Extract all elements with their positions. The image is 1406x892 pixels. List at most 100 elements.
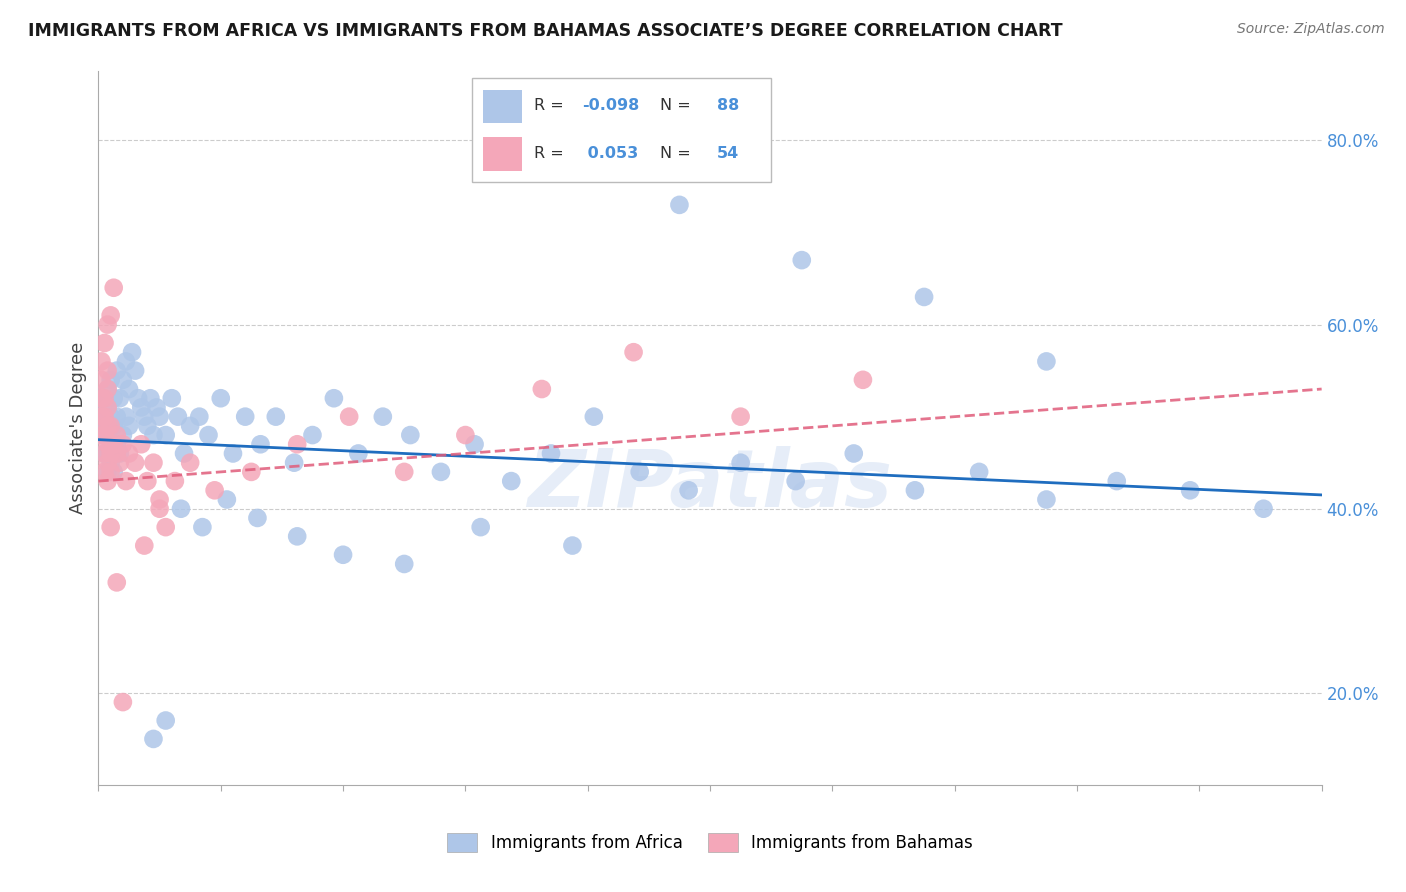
Point bbox=[332, 548, 354, 562]
Point bbox=[392, 465, 416, 479]
Point bbox=[173, 446, 195, 460]
Point bbox=[111, 695, 134, 709]
Point bbox=[470, 520, 492, 534]
Point bbox=[136, 474, 159, 488]
Point bbox=[97, 363, 120, 377]
Point bbox=[105, 446, 128, 460]
Point bbox=[100, 409, 122, 424]
Point bbox=[115, 354, 138, 368]
Point bbox=[118, 382, 141, 396]
Point bbox=[454, 428, 477, 442]
Point bbox=[371, 409, 394, 424]
Point bbox=[347, 446, 370, 460]
Point bbox=[628, 465, 651, 479]
Point bbox=[129, 401, 152, 415]
Point bbox=[842, 446, 865, 460]
Point bbox=[97, 382, 120, 396]
Point bbox=[179, 418, 201, 433]
Point bbox=[111, 373, 134, 387]
Point bbox=[561, 539, 583, 553]
Point bbox=[246, 511, 269, 525]
Point bbox=[188, 409, 211, 424]
Point bbox=[108, 391, 131, 405]
Point bbox=[93, 465, 115, 479]
Point bbox=[103, 418, 125, 433]
Point bbox=[97, 474, 120, 488]
Point bbox=[93, 391, 115, 405]
Point bbox=[170, 501, 193, 516]
Point bbox=[790, 253, 813, 268]
Point bbox=[540, 446, 562, 460]
Point bbox=[155, 714, 177, 728]
Legend: Immigrants from Africa, Immigrants from Bahamas: Immigrants from Africa, Immigrants from … bbox=[440, 826, 980, 859]
Point bbox=[90, 409, 112, 424]
Point bbox=[149, 409, 172, 424]
Point bbox=[118, 418, 141, 433]
Point bbox=[97, 318, 120, 332]
Point bbox=[134, 539, 156, 553]
Point bbox=[108, 446, 131, 460]
Point bbox=[430, 465, 453, 479]
Point bbox=[90, 428, 112, 442]
Point bbox=[249, 437, 271, 451]
Point bbox=[142, 731, 165, 746]
Point bbox=[90, 373, 112, 387]
Point bbox=[904, 483, 927, 498]
Point bbox=[115, 409, 138, 424]
Point bbox=[501, 474, 523, 488]
Point bbox=[118, 446, 141, 460]
Point bbox=[105, 428, 128, 442]
Point bbox=[1035, 354, 1057, 368]
Point bbox=[90, 428, 112, 442]
Point bbox=[785, 474, 807, 488]
Point bbox=[191, 520, 214, 534]
Point bbox=[97, 437, 120, 451]
Point bbox=[967, 465, 990, 479]
Point bbox=[399, 428, 422, 442]
Point bbox=[139, 391, 162, 405]
Point bbox=[392, 557, 416, 571]
Point bbox=[93, 391, 115, 405]
Point bbox=[209, 391, 232, 405]
Text: IMMIGRANTS FROM AFRICA VS IMMIGRANTS FROM BAHAMAS ASSOCIATE’S DEGREE CORRELATION: IMMIGRANTS FROM AFRICA VS IMMIGRANTS FRO… bbox=[28, 22, 1063, 40]
Point bbox=[1178, 483, 1201, 498]
Point bbox=[678, 483, 700, 498]
Point bbox=[912, 290, 935, 304]
Point bbox=[105, 363, 128, 377]
Point bbox=[285, 529, 308, 543]
Point bbox=[668, 198, 690, 212]
Point bbox=[240, 465, 263, 479]
Point bbox=[93, 428, 115, 442]
Point bbox=[233, 409, 256, 424]
Text: Source: ZipAtlas.com: Source: ZipAtlas.com bbox=[1237, 22, 1385, 37]
Point bbox=[93, 336, 115, 351]
Point bbox=[97, 401, 120, 415]
Point bbox=[93, 418, 115, 433]
Point bbox=[530, 382, 553, 396]
Point bbox=[100, 456, 122, 470]
Point bbox=[464, 437, 486, 451]
Point bbox=[337, 409, 360, 424]
Point bbox=[108, 456, 131, 470]
Point bbox=[97, 446, 120, 460]
Point bbox=[285, 437, 308, 451]
Point bbox=[90, 391, 112, 405]
Point bbox=[623, 345, 645, 359]
Point bbox=[103, 391, 125, 405]
Point bbox=[100, 520, 122, 534]
Point bbox=[93, 409, 115, 424]
Point bbox=[301, 428, 323, 442]
Point bbox=[149, 492, 172, 507]
Point bbox=[100, 373, 122, 387]
Point bbox=[264, 409, 287, 424]
Point bbox=[105, 575, 128, 590]
Point bbox=[1253, 501, 1275, 516]
Point bbox=[115, 474, 138, 488]
Point bbox=[100, 437, 122, 451]
Point bbox=[127, 391, 149, 405]
Point bbox=[142, 428, 165, 442]
Point bbox=[160, 391, 183, 405]
Point bbox=[90, 409, 112, 424]
Point bbox=[97, 465, 120, 479]
Y-axis label: Associate's Degree: Associate's Degree bbox=[69, 342, 87, 515]
